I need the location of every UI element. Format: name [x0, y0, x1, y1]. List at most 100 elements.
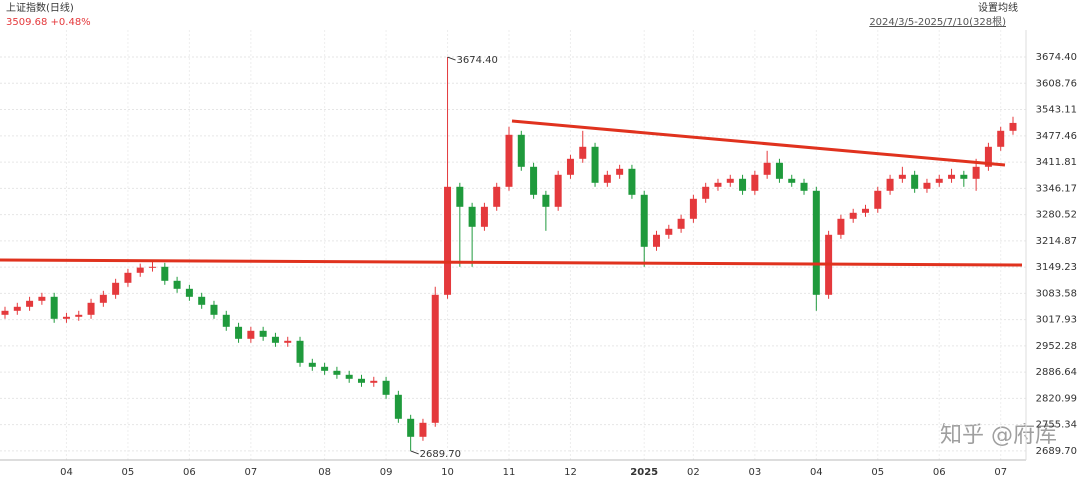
candle-body — [665, 228, 673, 235]
x-tick-label: 10 — [441, 467, 454, 478]
candle-body — [505, 134, 513, 187]
candle-body — [874, 190, 882, 209]
annotation: 2689.70 — [420, 449, 461, 460]
candles — [1, 57, 1017, 451]
candle-body — [321, 366, 329, 371]
annotation: 3674.40 — [457, 55, 498, 66]
y-tick-label: 2820.99 — [1036, 393, 1077, 404]
candle-body — [984, 146, 992, 167]
candle-body — [616, 168, 624, 175]
candle-body — [468, 206, 476, 227]
candle-body — [837, 218, 845, 235]
y-tick-label: 3149.23 — [1036, 262, 1077, 273]
candle-body — [554, 174, 562, 207]
chart-title: 上证指数(日线) — [6, 1, 74, 14]
candle-body — [566, 158, 574, 175]
x-tick-label: 12 — [564, 467, 577, 478]
y-tick-label: 3543.11 — [1036, 105, 1077, 116]
settings-button[interactable]: 设置均线 — [978, 1, 1018, 14]
y-tick-label: 3017.93 — [1036, 315, 1077, 326]
candle-body — [579, 146, 587, 159]
candle-body — [198, 296, 206, 305]
candle-body — [603, 174, 611, 183]
candle-body — [972, 166, 980, 179]
y-tick-label: 2689.70 — [1036, 446, 1077, 457]
candle-body — [382, 380, 390, 395]
y-tick-label: 3083.58 — [1036, 288, 1077, 299]
candle-body — [653, 234, 661, 247]
candle-body — [407, 418, 415, 437]
candle-body — [591, 146, 599, 183]
candle-body — [640, 194, 648, 247]
x-tick-label: 2025 — [630, 467, 658, 478]
candle-body — [247, 330, 255, 339]
candle-body — [898, 174, 906, 179]
candle-body — [849, 212, 857, 219]
candle-body — [161, 266, 169, 281]
candle-body — [259, 330, 267, 337]
candle-body — [284, 340, 292, 343]
candle-body — [788, 178, 796, 183]
candle-body — [271, 336, 279, 343]
candle-body — [308, 362, 316, 367]
candle-body — [960, 174, 968, 179]
chart-subtitle: 3509.68 +0.48% — [6, 17, 91, 28]
candle-body — [394, 394, 402, 419]
y-tick-label: 3674.40 — [1036, 52, 1077, 63]
candle-body — [628, 168, 636, 195]
candle-body — [357, 378, 365, 383]
candle-body — [1, 310, 9, 315]
y-tick-label: 3477.46 — [1036, 131, 1077, 142]
candle-body — [714, 182, 722, 187]
candle-body — [87, 302, 95, 315]
range-label[interactable]: 2024/3/5-2025/7/10(328根) — [869, 15, 1006, 28]
annotation-leader — [410, 450, 419, 455]
candle-body — [370, 380, 378, 383]
x-tick-label: 07 — [994, 467, 1007, 478]
x-tick-label: 05 — [122, 467, 135, 478]
candle-body — [1009, 122, 1017, 131]
candle-body — [689, 198, 697, 219]
candle-body — [173, 280, 181, 289]
candle-body — [800, 182, 808, 191]
candle-body — [210, 304, 218, 315]
candle-body — [812, 190, 820, 295]
candle-body — [124, 272, 132, 283]
x-tick-label: 11 — [503, 467, 516, 478]
candle-body — [149, 266, 157, 268]
candle-body — [50, 296, 58, 319]
y-tick-label: 3280.52 — [1036, 210, 1077, 221]
candle-body — [62, 316, 70, 319]
y-tick-label: 3346.17 — [1036, 183, 1077, 194]
candle-body — [419, 422, 427, 437]
candle-body — [997, 130, 1005, 147]
y-tick-label: 2886.64 — [1036, 367, 1077, 378]
x-tick-label: 09 — [380, 467, 393, 478]
candle-body — [38, 296, 46, 301]
x-tick-label: 06 — [183, 467, 196, 478]
x-tick-label: 03 — [748, 467, 761, 478]
candle-body — [444, 186, 452, 295]
candle-body — [75, 314, 83, 317]
candle-body — [333, 370, 341, 375]
candle-body — [702, 186, 710, 199]
candle-body — [99, 294, 107, 303]
candle-body — [235, 326, 243, 339]
candle-body — [13, 306, 21, 311]
candle-body — [751, 174, 759, 191]
candle-body — [456, 186, 464, 207]
grid — [0, 30, 1026, 460]
candle-body — [345, 374, 353, 379]
y-tick-label: 3608.76 — [1036, 78, 1077, 89]
x-tick-label: 08 — [318, 467, 331, 478]
candle-body — [763, 162, 771, 175]
candle-body — [136, 267, 144, 273]
support-line — [0, 258, 1023, 267]
candle-body — [185, 288, 193, 297]
x-tick-label: 04 — [810, 467, 823, 478]
candle-body — [775, 162, 783, 179]
candle-body — [493, 186, 501, 207]
candle-body — [222, 314, 230, 327]
candle-body — [886, 178, 894, 191]
